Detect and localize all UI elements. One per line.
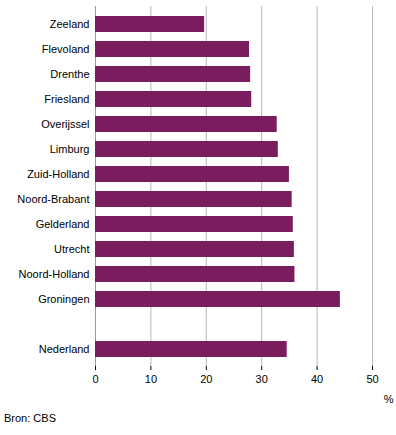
svg-text:Nederland: Nederland (39, 343, 90, 355)
svg-text:Noord-Brabant: Noord-Brabant (17, 193, 89, 205)
svg-text:Utrecht: Utrecht (54, 243, 89, 255)
svg-text:Flevoland: Flevoland (42, 43, 90, 55)
svg-text:20: 20 (200, 373, 212, 385)
html-text:Bron: CBS: Bron: CBS (4, 412, 56, 424)
svg-text:Limburg: Limburg (50, 143, 90, 155)
svg-text:50: 50 (366, 373, 378, 385)
svg-text:Zeeland: Zeeland (50, 18, 90, 30)
svg-text:Overijssel: Overijssel (41, 118, 89, 130)
svg-text:0: 0 (92, 373, 98, 385)
svg-text:Drenthe: Drenthe (50, 68, 89, 80)
svg-text:Gelderland: Gelderland (36, 218, 90, 230)
svg-text:Friesland: Friesland (44, 93, 89, 105)
svg-text:30: 30 (256, 373, 268, 385)
svg-text:10: 10 (145, 373, 157, 385)
svg-text:%: % (384, 393, 394, 405)
svg-text:Noord-Holland: Noord-Holland (19, 268, 90, 280)
svg-text:40: 40 (311, 373, 323, 385)
svg-text:Zuid-Holland: Zuid-Holland (27, 168, 89, 180)
svg-text:Groningen: Groningen (38, 293, 89, 305)
